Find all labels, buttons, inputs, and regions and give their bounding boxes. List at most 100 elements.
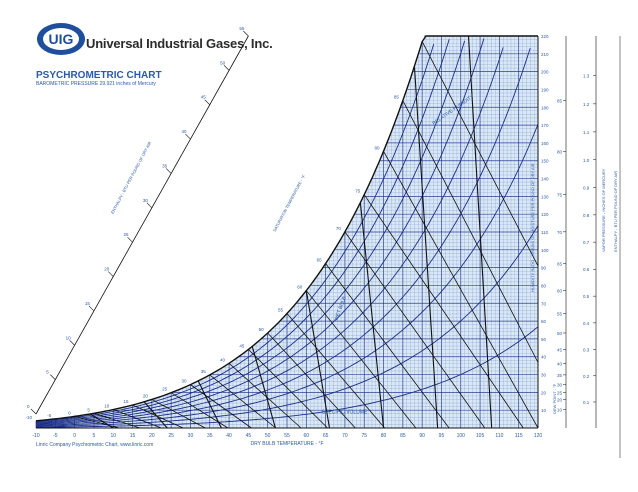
dewpoint-tick-label: 50: [557, 331, 563, 336]
rh-curve: [35, 326, 539, 428]
wetbulb-line: [286, 313, 385, 429]
enthalpy-tick: [108, 271, 114, 277]
pressure-note: BAROMETRIC PRESSURE 29.921 inches of Mer…: [36, 81, 156, 87]
x-tick-label: 15: [130, 433, 136, 439]
enthalpy-tick-label: 15: [85, 301, 91, 306]
company-name: Universal Industrial Gases, Inc.: [86, 36, 273, 51]
x-tick-label: 110: [495, 433, 503, 439]
enthalpy-tick-label: 10: [66, 335, 72, 340]
vapor-pressure-tick-label: 1.1: [583, 130, 590, 135]
enthalpy-tick-label: 40: [181, 129, 187, 134]
logo-text: UIG: [49, 31, 74, 47]
enthalpy-tick: [243, 30, 249, 37]
wetbulb-line: [305, 290, 417, 429]
saturation-tick-label: -5: [47, 413, 51, 418]
chart-annotation: SPECIFIC VOLUME: [322, 410, 368, 416]
dewpoint-tick-label: 65: [557, 262, 563, 267]
wetbulb-line: [113, 409, 162, 429]
enthalpy-tick-label: 50: [220, 60, 226, 65]
y-tick-label: 70: [541, 301, 547, 306]
y-tick-label: 100: [541, 248, 549, 253]
company-logo: UIG: [36, 22, 86, 61]
enthalpy-scale-label: ENTHALPY - BTU PER POUND OF DRY AIR: [110, 141, 153, 215]
dewpoint-tick-label: 80: [557, 149, 563, 154]
y-tick-label: 180: [541, 105, 549, 110]
volume-line: [89, 413, 114, 429]
rh-curve: [35, 40, 466, 424]
wetbulb-line: [267, 332, 356, 429]
volume-line: [197, 380, 222, 429]
saturation-tick-label: 65: [317, 258, 323, 263]
vapor-pressure-tick-label: 0.7: [583, 240, 590, 245]
y-tick-label: 160: [541, 141, 549, 146]
dewpoint-tick-label: 30: [557, 383, 563, 388]
y-tick-label: 50: [541, 337, 547, 342]
saturation-tick-label: -10: [25, 415, 32, 420]
rh-curve: [35, 43, 435, 422]
dewpoint-tick-label: 20: [557, 397, 563, 402]
rh-curve: [35, 39, 450, 423]
vapor-pressure-tick-label: 1.2: [583, 102, 590, 107]
footer-credit: Linric Company Psychrometric Chart, www.…: [36, 442, 154, 448]
volume-line: [359, 202, 385, 429]
x-tick-label: 65: [323, 433, 329, 439]
x-tick-label: 45: [246, 433, 252, 439]
x-axis-label: DRY BULB TEMPERATURE - °F: [250, 441, 323, 447]
y-tick-label: 60: [541, 319, 547, 324]
enthalpy-tick-label: 25: [124, 232, 130, 237]
vapor-pressure-tick-label: 0.3: [583, 347, 590, 352]
saturation-tick-label: 70: [336, 226, 342, 231]
enthalpy-tick: [204, 99, 210, 105]
x-tick-label: -10: [32, 433, 39, 439]
enthalpy-tick-label: 5: [46, 370, 49, 375]
wetbulb-line: [209, 374, 277, 429]
wetbulb-line: [363, 194, 524, 429]
enthalpy-tick-label: 35: [162, 163, 168, 168]
y-tick-label: 170: [541, 123, 549, 128]
saturation-tick-label: 60: [297, 285, 303, 290]
y-tick-label: 130: [541, 194, 549, 199]
y-tick-label: 40: [541, 355, 547, 360]
y-tick-label: 150: [541, 159, 549, 164]
vapor-pressure-tick-label: 0.4: [583, 321, 590, 326]
saturation-tick-label: 5: [87, 407, 90, 412]
saturation-tick-label: 20: [143, 393, 149, 398]
x-tick-label: 115: [515, 433, 523, 439]
x-tick-label: 120: [534, 433, 543, 439]
enthalpy-tick-label: 45: [201, 95, 207, 100]
x-tick-label: 95: [439, 433, 445, 439]
saturation-tick-label: 85: [394, 95, 400, 100]
saturation-axis-label: SATURATION TEMPERATURE - °F: [272, 173, 307, 232]
rh-curve: [35, 124, 539, 427]
x-tick-label: 40: [226, 433, 232, 439]
vapor-pressure-tick-label: 0.9: [583, 185, 590, 190]
wetbulb-line: [402, 100, 539, 363]
x-tick-label: 70: [342, 433, 348, 439]
y-tick-label: 190: [541, 87, 549, 92]
dewpoint-tick-label: 45: [557, 347, 563, 352]
enthalpy-right-axis-label: ENTHALPY - BTU PER POUND OF DRY AIR: [613, 171, 618, 252]
x-tick-label: 50: [265, 433, 271, 439]
saturation-tick-label: 35: [201, 369, 207, 374]
y-tick-label: 10: [541, 408, 547, 413]
y-tick-label: 200: [541, 70, 549, 75]
saturation-tick-label: 25: [162, 387, 168, 392]
dewpoint-tick-label: 40: [557, 361, 563, 366]
x-tick-label: 60: [304, 433, 310, 439]
volume-line: [467, 35, 493, 429]
saturation-tick-label: 30: [181, 379, 187, 384]
x-tick-label: 35: [207, 433, 213, 439]
saturation-tick-label: 0: [68, 410, 71, 415]
saturation-tick-label: 55: [278, 308, 284, 313]
saturation-tick-label: 75: [355, 189, 361, 194]
enthalpy-tick: [69, 340, 75, 346]
volume-line: [305, 290, 331, 429]
saturation-tick-label: 40: [220, 357, 226, 362]
x-tick-label: 100: [457, 433, 466, 439]
dewpoint-tick-label: 75: [557, 193, 563, 198]
saturation-tick-label: 15: [124, 399, 130, 404]
wetbulb-line: [228, 362, 302, 429]
dewpoint-tick-label: 35: [557, 373, 563, 378]
wetbulb-line: [190, 384, 252, 429]
wetbulb-line: [74, 415, 120, 429]
